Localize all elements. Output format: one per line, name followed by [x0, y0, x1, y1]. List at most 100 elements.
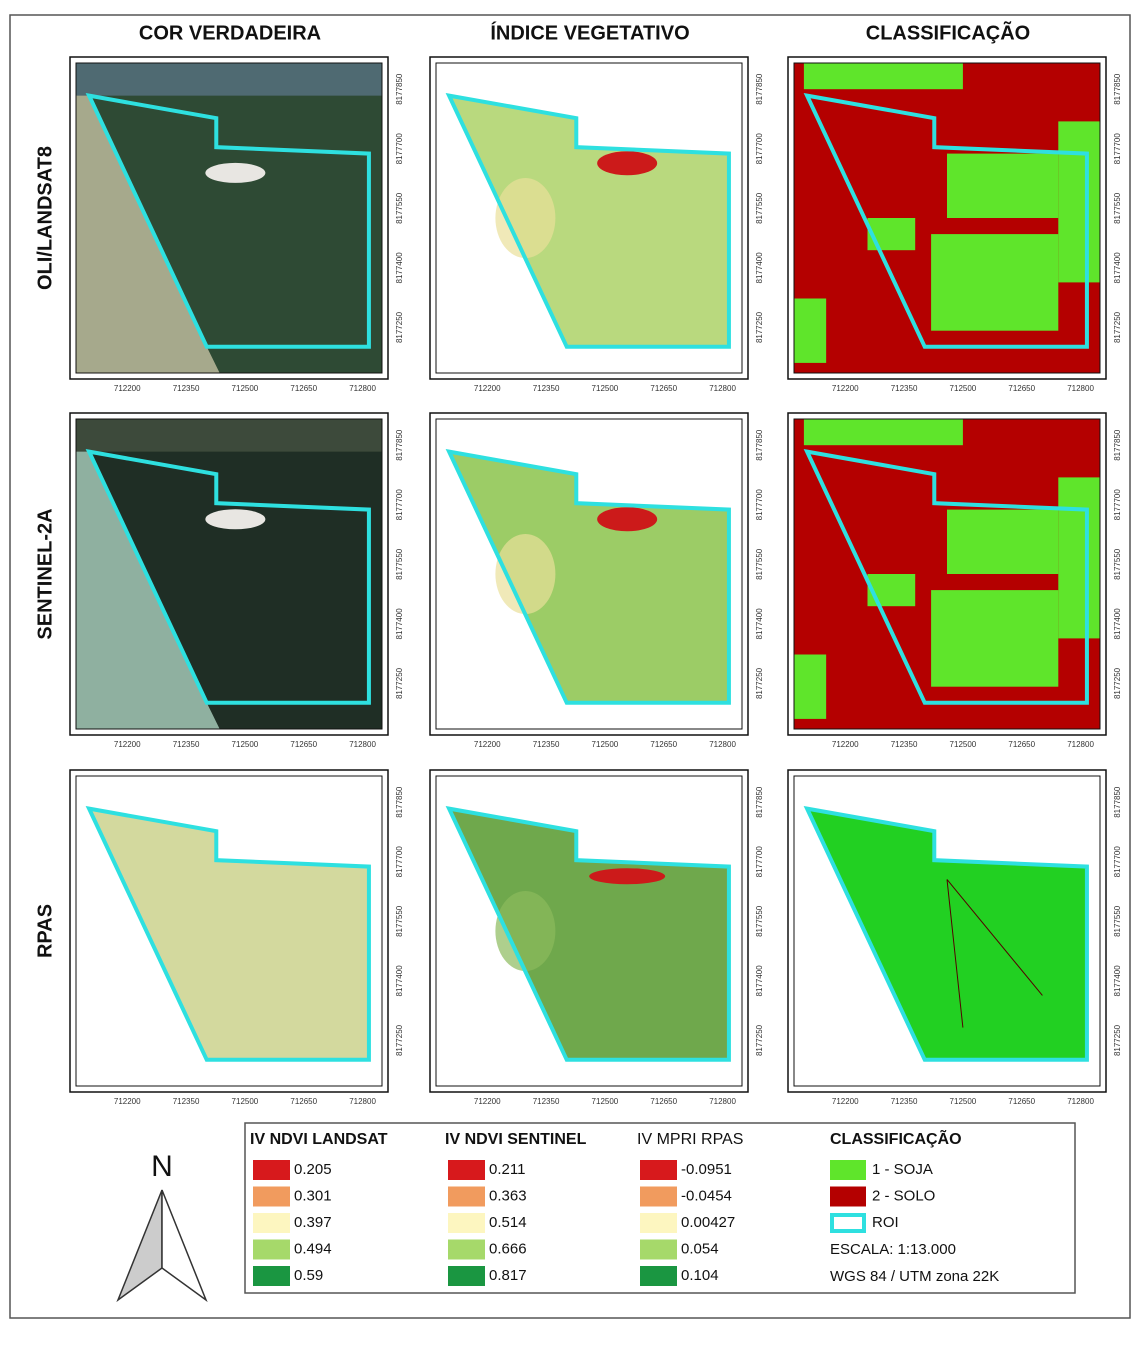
y-tick-label: 8177700 [755, 133, 764, 165]
legend-label: 0.104 [681, 1267, 719, 1284]
map-panel: 7122007123507125007126507128008177250817… [788, 57, 1122, 393]
legend-swatch [253, 1213, 290, 1233]
x-tick-label: 712650 [1008, 1097, 1035, 1106]
y-tick-label: 8177850 [395, 73, 404, 105]
legend-swatch [448, 1266, 485, 1286]
legend-swatch [448, 1187, 485, 1207]
y-tick-label: 8177400 [1113, 252, 1122, 284]
map-image [70, 57, 388, 379]
legend-label: ROI [872, 1214, 899, 1231]
y-tick-label: 8177850 [395, 429, 404, 461]
x-tick-label: 712500 [592, 740, 619, 749]
y-tick-label: 8177550 [755, 548, 764, 580]
legend-label: 0.363 [489, 1187, 527, 1204]
map-image [430, 57, 748, 379]
x-tick-label: 712350 [533, 740, 560, 749]
x-tick-label: 712800 [349, 1097, 376, 1106]
low-index [597, 151, 657, 175]
y-tick-label: 8177550 [395, 192, 404, 224]
map-panel: 7122007123507125007126507128008177250817… [788, 770, 1122, 1106]
y-tick-label: 8177850 [755, 786, 764, 818]
x-tick-label: 712800 [709, 1097, 736, 1106]
bright-spot [205, 163, 265, 183]
x-tick-label: 712350 [173, 384, 200, 393]
y-tick-label: 8177400 [755, 608, 764, 640]
y-tick-label: 8177250 [1113, 1024, 1122, 1056]
x-tick-label: 712500 [232, 1097, 259, 1106]
north-arrow: N [118, 1150, 206, 1300]
y-tick-label: 8177400 [395, 608, 404, 640]
x-tick-label: 712500 [950, 1097, 977, 1106]
y-tick-label: 8177550 [755, 192, 764, 224]
legend-label: 0.514 [489, 1214, 527, 1231]
x-tick-label: 712800 [709, 740, 736, 749]
soja-patch [868, 218, 916, 250]
legend-swatch [448, 1160, 485, 1180]
map-panel: 7122007123507125007126507128008177250817… [430, 413, 764, 749]
y-tick-label: 8177250 [755, 311, 764, 343]
y-tick-label: 8177550 [755, 905, 764, 937]
x-tick-label: 712200 [114, 1097, 141, 1106]
soja-patch [868, 574, 916, 606]
x-tick-label: 712500 [232, 740, 259, 749]
x-tick-label: 712350 [891, 384, 918, 393]
legend-swatch [830, 1160, 866, 1180]
legend-swatch [448, 1240, 485, 1260]
scale-text: ESCALA: 1:13.000 [830, 1241, 956, 1258]
y-tick-label: 8177550 [1113, 192, 1122, 224]
legend-label: 0.666 [489, 1240, 527, 1257]
soja-patch [1058, 477, 1106, 638]
column-header: COR VERDADEIRA [139, 22, 321, 44]
y-tick-label: 8177700 [1113, 846, 1122, 878]
y-tick-label: 8177550 [395, 905, 404, 937]
x-tick-label: 712650 [650, 740, 677, 749]
x-tick-label: 712650 [290, 1097, 317, 1106]
row-label: OLI/LANDSAT8 [34, 146, 56, 290]
crs-text: WGS 84 / UTM zona 22K [830, 1268, 999, 1285]
legend-swatch [640, 1240, 677, 1260]
x-tick-label: 712200 [474, 384, 501, 393]
y-tick-label: 8177250 [755, 1024, 764, 1056]
legend-label: 0.817 [489, 1267, 527, 1284]
x-tick-label: 712500 [950, 384, 977, 393]
x-tick-label: 712350 [173, 740, 200, 749]
legend-title: IV NDVI SENTINEL [445, 1131, 587, 1148]
y-tick-label: 8177250 [1113, 667, 1122, 699]
x-tick-label: 712200 [832, 384, 859, 393]
x-tick-label: 712800 [1067, 384, 1094, 393]
y-tick-label: 8177400 [1113, 965, 1122, 997]
x-tick-label: 712650 [650, 384, 677, 393]
map-image [788, 57, 1106, 379]
y-tick-label: 8177250 [1113, 311, 1122, 343]
y-tick-label: 8177400 [755, 252, 764, 284]
column-header: ÍNDICE VEGETATIVO [490, 21, 689, 44]
soja-patch [931, 590, 1058, 687]
map-image [788, 770, 1106, 1092]
x-tick-label: 712350 [173, 1097, 200, 1106]
legend-label: 2 - SOLO [872, 1187, 935, 1204]
map-image [70, 770, 388, 1092]
soja-patch [931, 234, 1058, 331]
x-tick-label: 712500 [592, 384, 619, 393]
x-tick-label: 712200 [832, 1097, 859, 1106]
soja-patch [947, 154, 1058, 218]
y-tick-label: 8177850 [1113, 429, 1122, 461]
legend-label: -0.0454 [681, 1187, 732, 1204]
legend-label: 0.205 [294, 1161, 332, 1178]
low-index [597, 507, 657, 531]
map-image [430, 413, 748, 735]
legend-label: 0.054 [681, 1240, 719, 1257]
y-tick-label: 8177700 [395, 489, 404, 521]
bright-spot [205, 509, 265, 529]
x-tick-label: 712800 [1067, 1097, 1094, 1106]
legend-title: IV MPRI RPAS [637, 1131, 743, 1148]
legend-title: CLASSIFICAÇÃO [830, 1128, 962, 1148]
y-tick-label: 8177850 [395, 786, 404, 818]
x-tick-label: 712500 [950, 740, 977, 749]
legend-title: IV NDVI LANDSAT [250, 1131, 388, 1148]
y-tick-label: 8177400 [1113, 608, 1122, 640]
y-tick-label: 8177850 [1113, 786, 1122, 818]
soja-patch [804, 419, 963, 445]
